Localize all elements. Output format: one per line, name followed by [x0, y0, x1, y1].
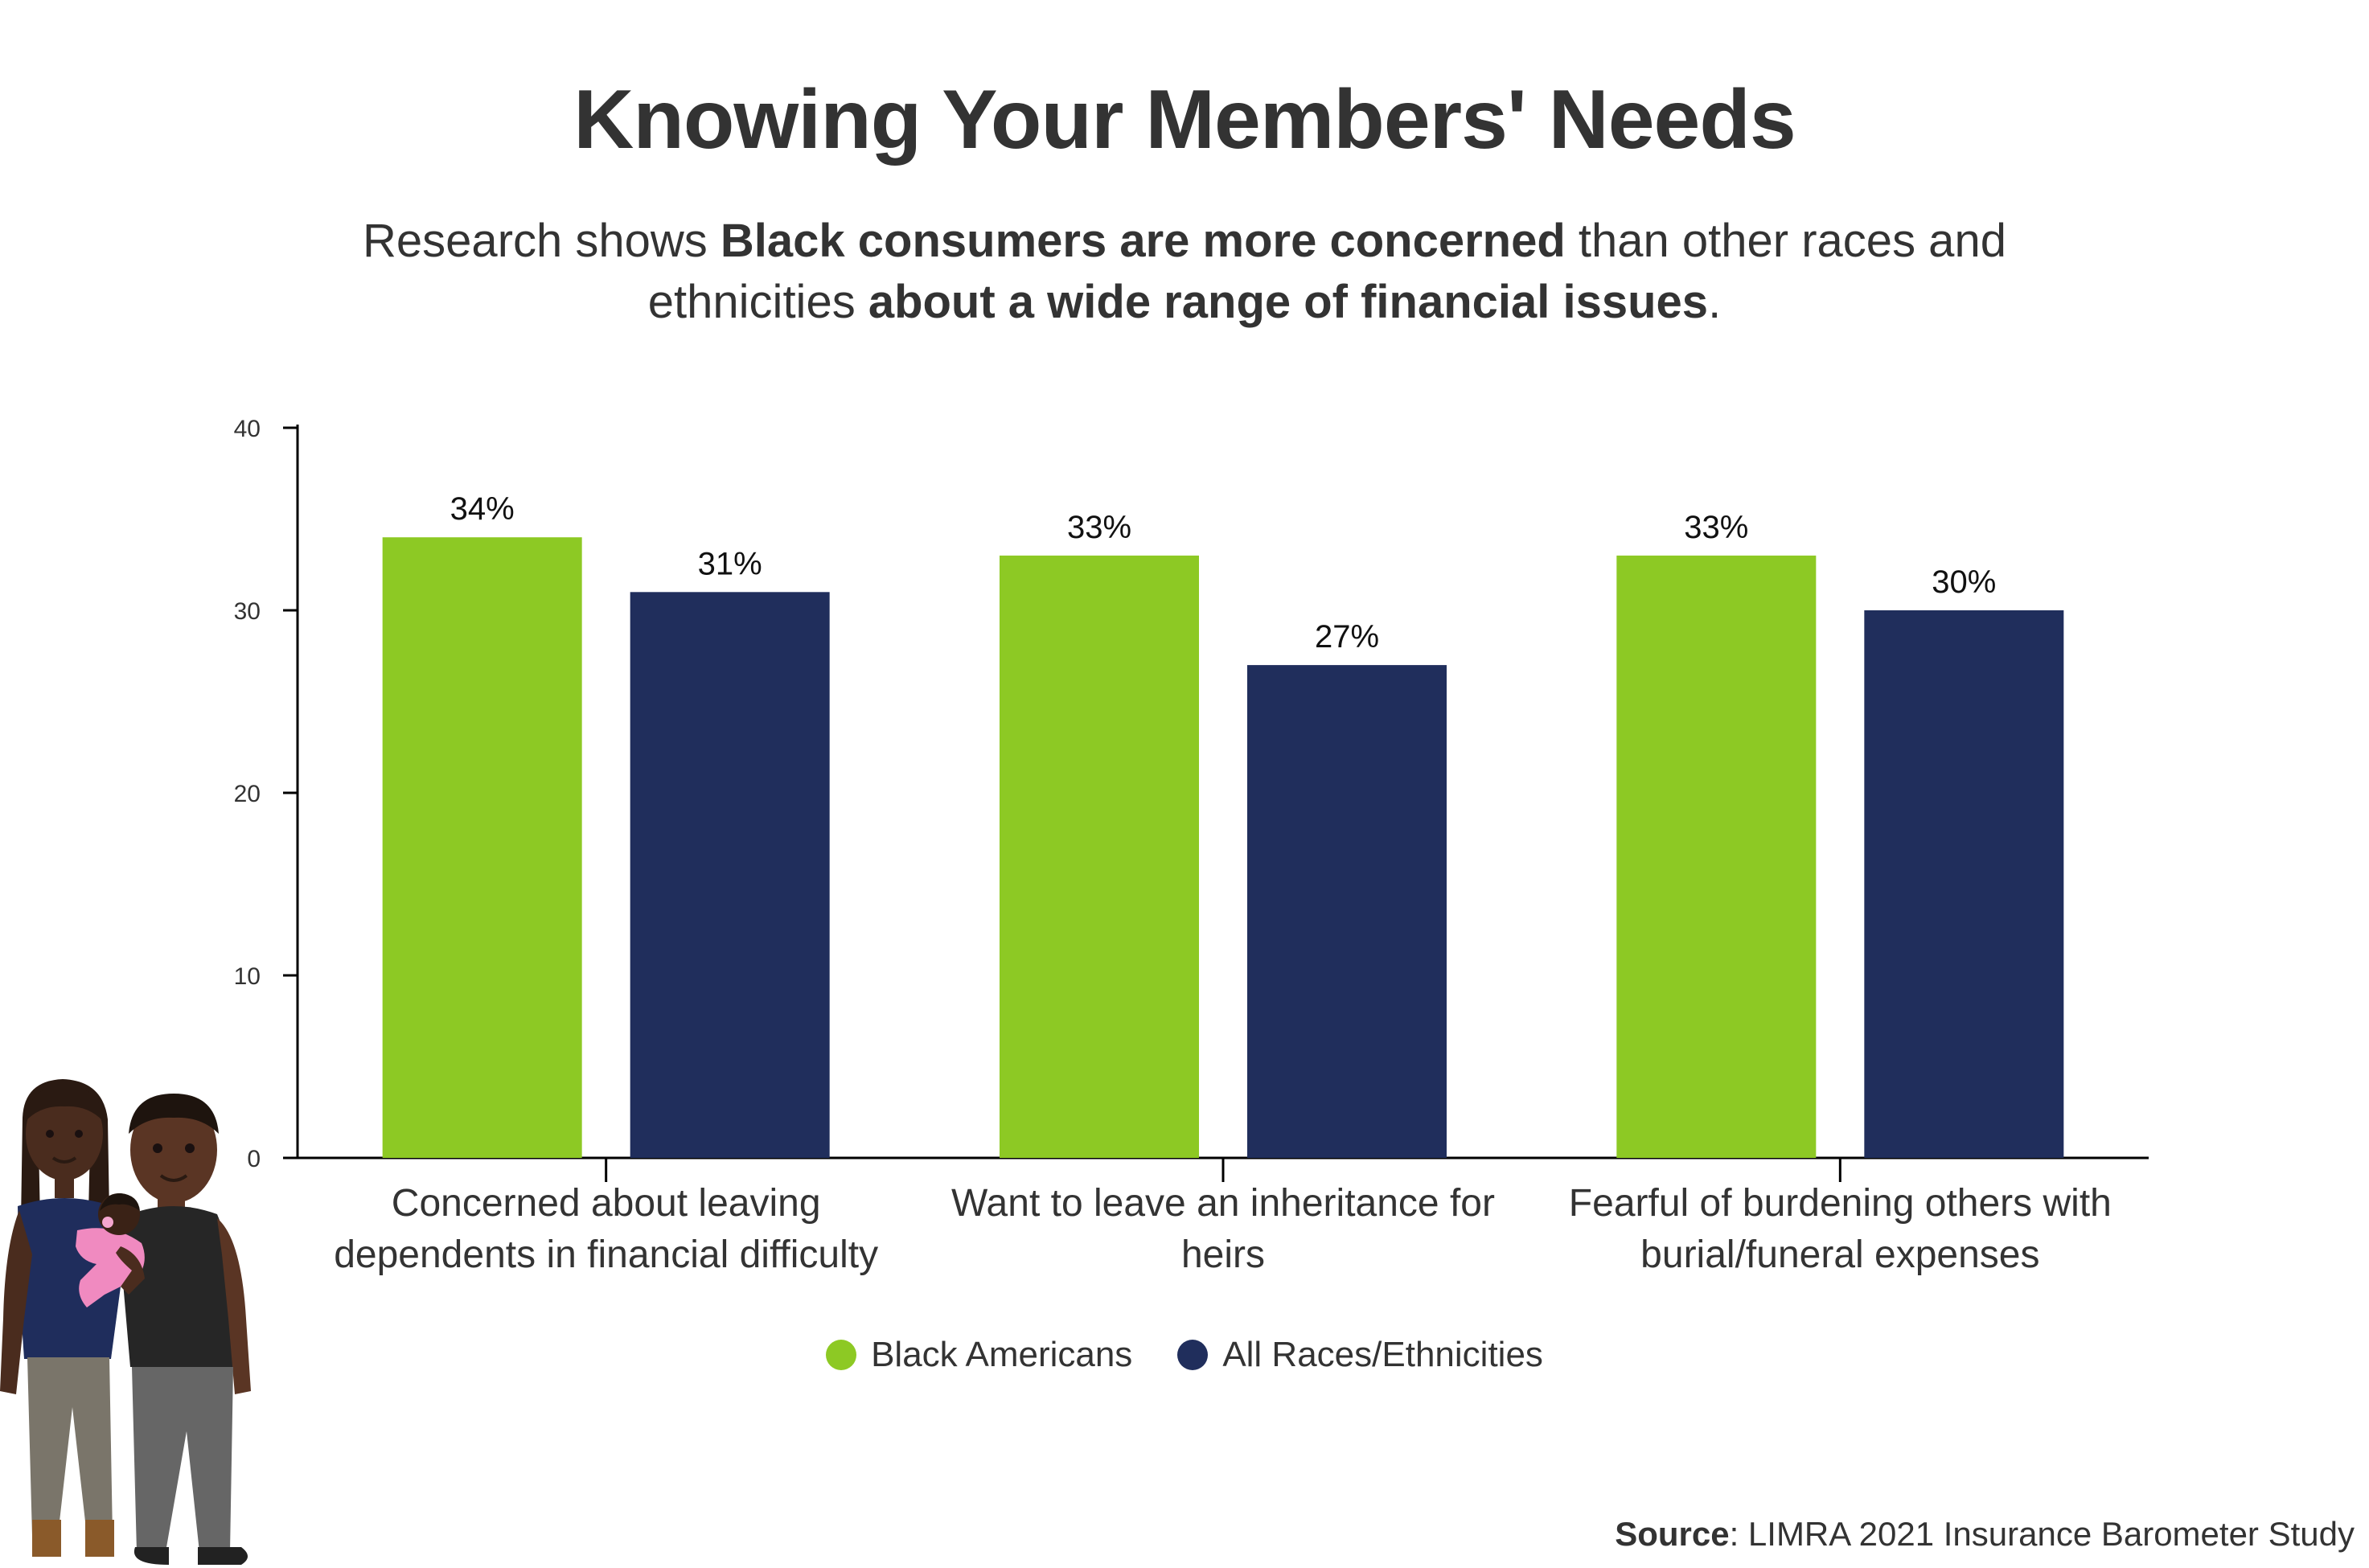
bar-all-races	[1247, 665, 1447, 1158]
source-label: Source	[1615, 1515, 1730, 1553]
legend-swatch-black-americans	[826, 1340, 857, 1370]
chart-axes: 0 10 20 30 40	[234, 416, 2149, 1182]
chart-bars	[382, 537, 2064, 1158]
y-tick-label: 30	[234, 598, 261, 625]
x-category-label: Fearful of burdening others with	[1569, 1182, 2112, 1225]
bar-value-label: 27%	[1315, 619, 1379, 655]
bar-chart: 0 10 20 30 40 Concerned about leaving depende…	[234, 416, 2149, 1276]
y-tick-label: 10	[234, 963, 261, 990]
family-illustration	[0, 1079, 251, 1565]
subtitle-bold-1: Black consumers are more concerned	[720, 215, 1566, 267]
bar-value-label: 30%	[1932, 564, 1996, 600]
subtitle-part-2: than other races and ethnicities	[647, 215, 2006, 328]
legend-label-all-races: All Races/Ethnicities	[1222, 1335, 1543, 1374]
chart-subtitle: Research shows Black consumers are more …	[346, 211, 2023, 333]
source-text: : LIMRA 2021 Insurance Barometer Study	[1729, 1515, 2355, 1553]
y-tick-label: 40	[234, 416, 261, 442]
bar-value-label: 31%	[698, 546, 762, 581]
bar-value-label: 33%	[1067, 510, 1131, 545]
bar-value-label: 33%	[1684, 510, 1748, 545]
subtitle-bold-2: about a wide range of financial issues	[868, 276, 1709, 328]
y-tick-label: 0	[247, 1146, 261, 1172]
chart-title: Knowing Your Members' Needs	[573, 73, 1796, 166]
bar-black-americans	[1000, 555, 1199, 1158]
y-tick-label: 20	[234, 781, 261, 807]
x-category-label: heirs	[1181, 1233, 1265, 1276]
bar-all-races	[1864, 610, 2064, 1158]
x-category-label: Concerned about leaving	[392, 1182, 821, 1225]
chart-labels: Concerned about leaving dependents in fin…	[334, 491, 2112, 1276]
source-note: Source: LIMRA 2021 Insurance Barometer S…	[1615, 1515, 2355, 1554]
bar-black-americans	[382, 537, 582, 1158]
legend-swatch-all-races	[1177, 1340, 1209, 1370]
legend-item-black-americans: Black Americans	[826, 1335, 1132, 1375]
bar-black-americans	[1616, 555, 1817, 1158]
bar-value-label: 34%	[450, 491, 515, 527]
x-category-label: burial/funeral expenses	[1640, 1233, 2039, 1276]
bar-all-races	[630, 592, 830, 1158]
subtitle-part-1: Research shows	[363, 215, 721, 267]
legend-item-all-races: All Races/Ethnicities	[1177, 1335, 1543, 1375]
x-category-label: Want to leave an inheritance for	[951, 1182, 1495, 1225]
chart-legend: Black Americans All Races/Ethnicities	[0, 1335, 2369, 1375]
subtitle-part-3: .	[1708, 276, 1722, 328]
x-category-label: dependents in financial difficulty	[334, 1233, 878, 1276]
legend-label-black-americans: Black Americans	[871, 1335, 1133, 1374]
